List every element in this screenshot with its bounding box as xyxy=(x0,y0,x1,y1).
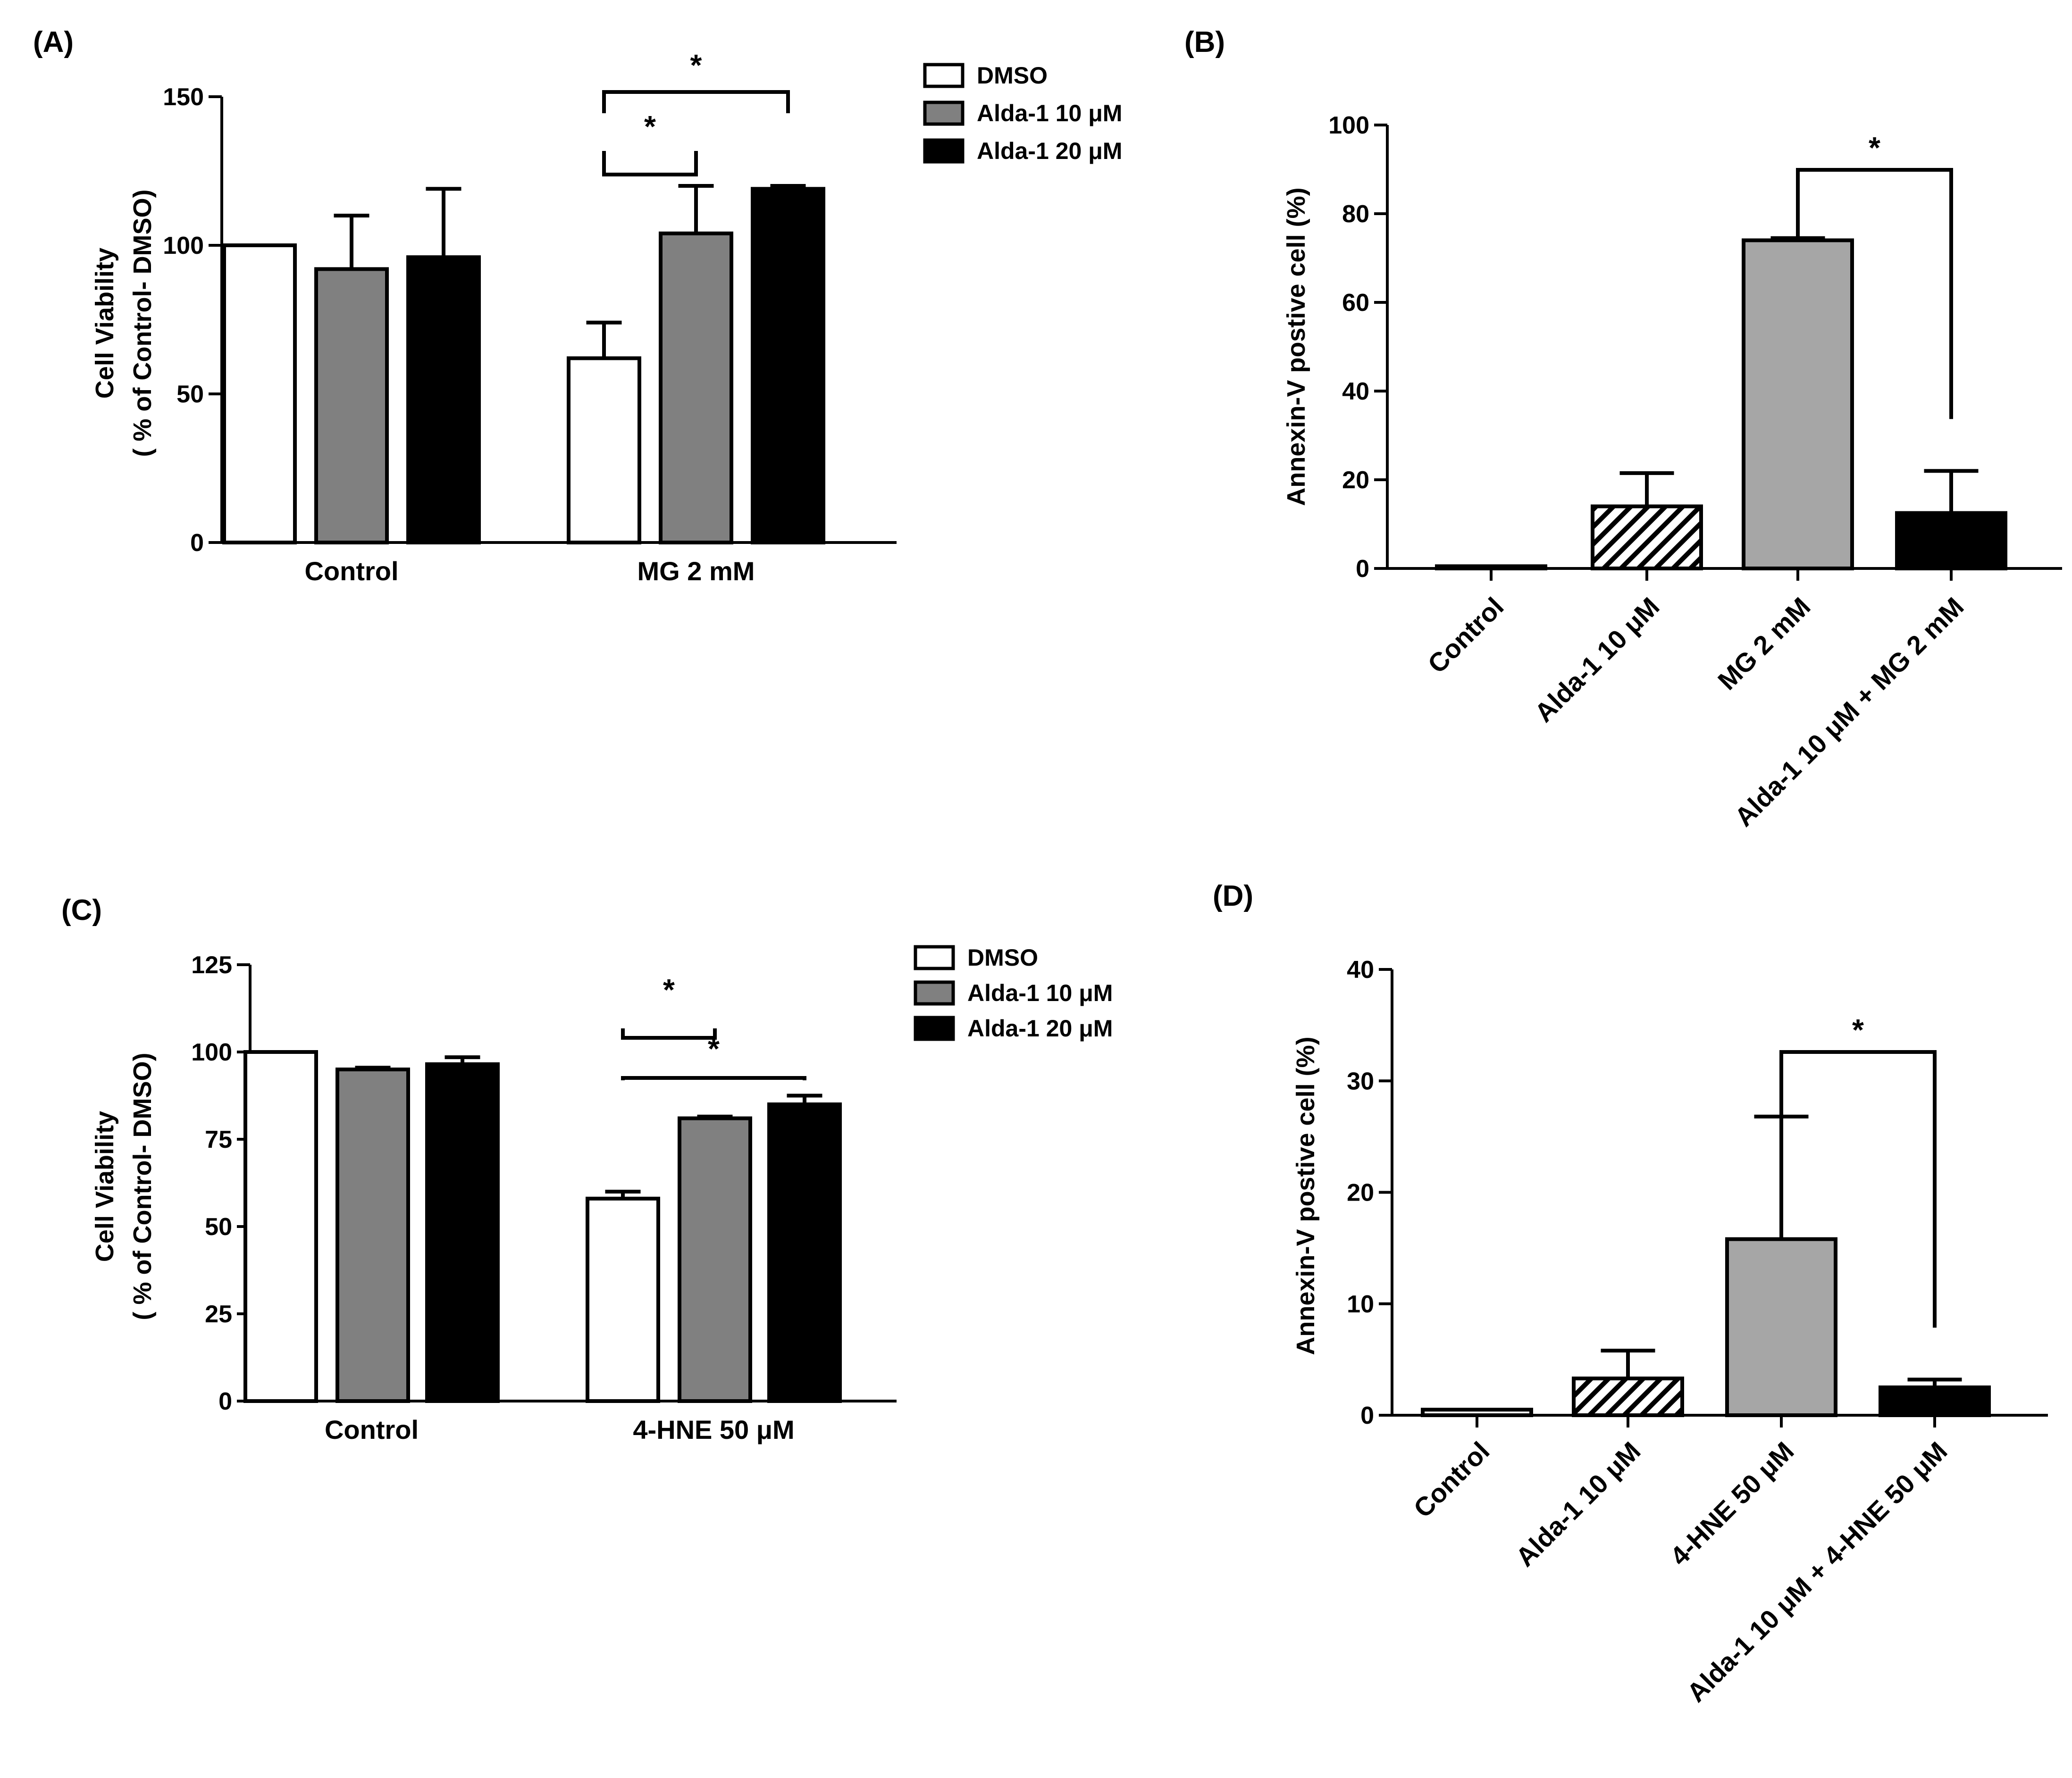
panel-d-y-title: Annexin-V postive cell (%) xyxy=(1292,1036,1320,1355)
panel-b-significance-bracket xyxy=(1796,168,1953,419)
panel-d-y-tick-label: 30 xyxy=(1347,1068,1374,1095)
panel-c-y-tick-label: 100 xyxy=(191,1039,232,1066)
panel-c-y-tick-label: 25 xyxy=(205,1301,232,1328)
panel-d-category-label: 4-HNE 50 μM xyxy=(1664,1436,1800,1571)
panel-a-legend-label: DMSO xyxy=(977,62,1048,89)
panel-c-bar xyxy=(767,1102,842,1403)
panel-b-bar xyxy=(1895,511,2007,570)
panel-b-y-tick-label: 0 xyxy=(1356,555,1369,583)
panel-d-y-tick-label: 20 xyxy=(1347,1179,1374,1207)
panel-d-significance-star: * xyxy=(1852,1013,1864,1047)
panel-c-label: (C) xyxy=(61,894,102,927)
panel-c-y-tick-label: 50 xyxy=(205,1213,232,1241)
panel-a-bar xyxy=(751,187,825,544)
panel-c-legend-swatch xyxy=(914,1016,955,1041)
panel-c-bar xyxy=(678,1116,752,1403)
panel-b-y-tick-label: 60 xyxy=(1342,289,1369,317)
panel-d-bar xyxy=(1572,1377,1684,1418)
panel-a-significance-star: * xyxy=(690,48,702,82)
panel-c-legend-label: DMSO xyxy=(967,944,1038,971)
panel-c-significance-star: * xyxy=(708,1032,720,1066)
panel-d-bar xyxy=(1421,1408,1533,1417)
panel-a-legend-swatch xyxy=(923,138,965,164)
panel-b-bar xyxy=(1591,504,1703,571)
chart-panel-c: (C) 0 25 50 75 100 125 Cell Viability ( % of … xyxy=(61,894,1113,1444)
chart-panel-d: (D) 0 10 20 30 40 Annexin-V postive cell (%)… xyxy=(1213,880,2048,1708)
panel-a-bar xyxy=(406,255,481,544)
panel-a-y-tick-label: 0 xyxy=(190,529,204,557)
panel-c-group-label: Control xyxy=(325,1415,419,1444)
panel-a-y-title-line2: ( % of Control- DMSO) xyxy=(128,190,157,457)
panel-c-group-label: 4-HNE 50 μM xyxy=(633,1415,794,1444)
panel-a-bar xyxy=(567,356,641,545)
panel-a-group-label: MG 2 mM xyxy=(638,556,755,586)
panel-b-bar xyxy=(1435,564,1547,571)
panel-c-bar xyxy=(243,1050,318,1403)
panel-d-category-label: Alda-1 10 μM xyxy=(1510,1436,1646,1572)
panel-c-y-tick-label: 125 xyxy=(191,952,232,979)
panel-c-legend-swatch xyxy=(914,945,955,970)
panel-b-category-label: Alda-1 10 μM xyxy=(1529,592,1665,728)
panel-a-legend-label: Alda-1 10 μM xyxy=(977,100,1122,126)
panel-a-significance-bracket xyxy=(602,90,790,113)
panel-c-y-tick-label: 0 xyxy=(218,1388,232,1415)
panel-b-category-label: MG 2 mM xyxy=(1712,592,1816,696)
panel-b-label: (B) xyxy=(1184,26,1225,58)
panel-d-significance-bracket xyxy=(1779,1050,1937,1328)
panel-a-y-tick-label: 50 xyxy=(176,381,204,408)
panel-d-bar xyxy=(1725,1237,1837,1418)
panel-c-significance-star: * xyxy=(663,973,675,1007)
panel-c-legend-label: Alda-1 20 μM xyxy=(967,1015,1113,1042)
panel-c-bar xyxy=(586,1196,660,1403)
panel-b-y-tick-label: 40 xyxy=(1342,378,1369,405)
panel-c-significance-bracket xyxy=(621,1028,717,1040)
panel-c-y-title-line1: Cell Viability xyxy=(91,1111,119,1262)
panel-b-y-tick-label: 80 xyxy=(1342,200,1369,228)
panel-c-bars: Control 4-HNE 50 μM * * xyxy=(243,973,842,1444)
panel-d-y-axis: 0 10 20 30 40 xyxy=(1347,956,2048,1429)
panel-a-bar xyxy=(314,267,389,544)
panel-a-bar xyxy=(222,243,297,544)
panel-b-y-tick-label: 100 xyxy=(1328,112,1369,139)
panel-b-significance-star: * xyxy=(1869,131,1880,165)
panel-c-significance-bracket xyxy=(621,1076,806,1080)
panel-d-y-tick-label: 40 xyxy=(1347,956,1374,984)
chart-panel-a: (A) 0 50 100 150 Cell Viability ( % of Cont… xyxy=(33,26,1122,586)
panel-a-group-label: Control xyxy=(304,556,398,586)
panel-a-legend-swatch xyxy=(923,63,965,88)
panel-a-bar xyxy=(659,231,733,544)
panel-c-legend: DMSO Alda-1 10 μM Alda-1 20 μM xyxy=(914,944,1113,1042)
panel-b-y-tick-label: 20 xyxy=(1342,467,1369,494)
panel-b-bar xyxy=(1742,238,1854,570)
panel-a-bars: Control MG 2 mM * * xyxy=(222,48,825,586)
panel-c-legend-label: Alda-1 10 μM xyxy=(967,980,1113,1006)
panel-a-y-tick-label: 150 xyxy=(163,83,204,111)
panel-d-y-tick-label: 10 xyxy=(1347,1291,1374,1318)
panel-a-label: (A) xyxy=(33,26,74,58)
panel-a-significance-star: * xyxy=(644,109,656,143)
panel-a-legend: DMSO Alda-1 10 μM Alda-1 20 μM xyxy=(923,62,1122,164)
panel-c-y-tick-label: 75 xyxy=(205,1126,232,1153)
panel-d-bar xyxy=(1879,1385,1991,1417)
panel-a-y-title-line1: Cell Viability xyxy=(91,248,119,399)
panel-b-y-title: Annexin-V postive cell (%) xyxy=(1282,187,1310,506)
chart-panel-b: (B) 0 20 40 60 80 100 Annexin-V postive cell … xyxy=(1184,26,2062,832)
panel-a-significance-bracket xyxy=(602,151,698,176)
panel-a-y-tick-label: 100 xyxy=(163,232,204,259)
panel-d-category-label: Control xyxy=(1408,1436,1495,1523)
panel-d-label: (D) xyxy=(1213,880,1253,912)
panel-c-bar xyxy=(336,1068,410,1403)
panel-a-legend-label: Alda-1 20 μM xyxy=(977,138,1122,164)
panel-c-bar xyxy=(425,1062,500,1403)
panel-b-category-label: Control xyxy=(1422,592,1509,679)
panel-c-legend-swatch xyxy=(914,980,955,1006)
panel-a-legend-swatch xyxy=(923,100,965,126)
panel-c-y-title-line2: ( % of Control- DMSO) xyxy=(128,1053,157,1320)
panel-d-y-tick-label: 0 xyxy=(1360,1402,1374,1429)
panel-d-category-label: Alda-1 10 μM + 4-HNE 50 μM xyxy=(1681,1436,1953,1708)
